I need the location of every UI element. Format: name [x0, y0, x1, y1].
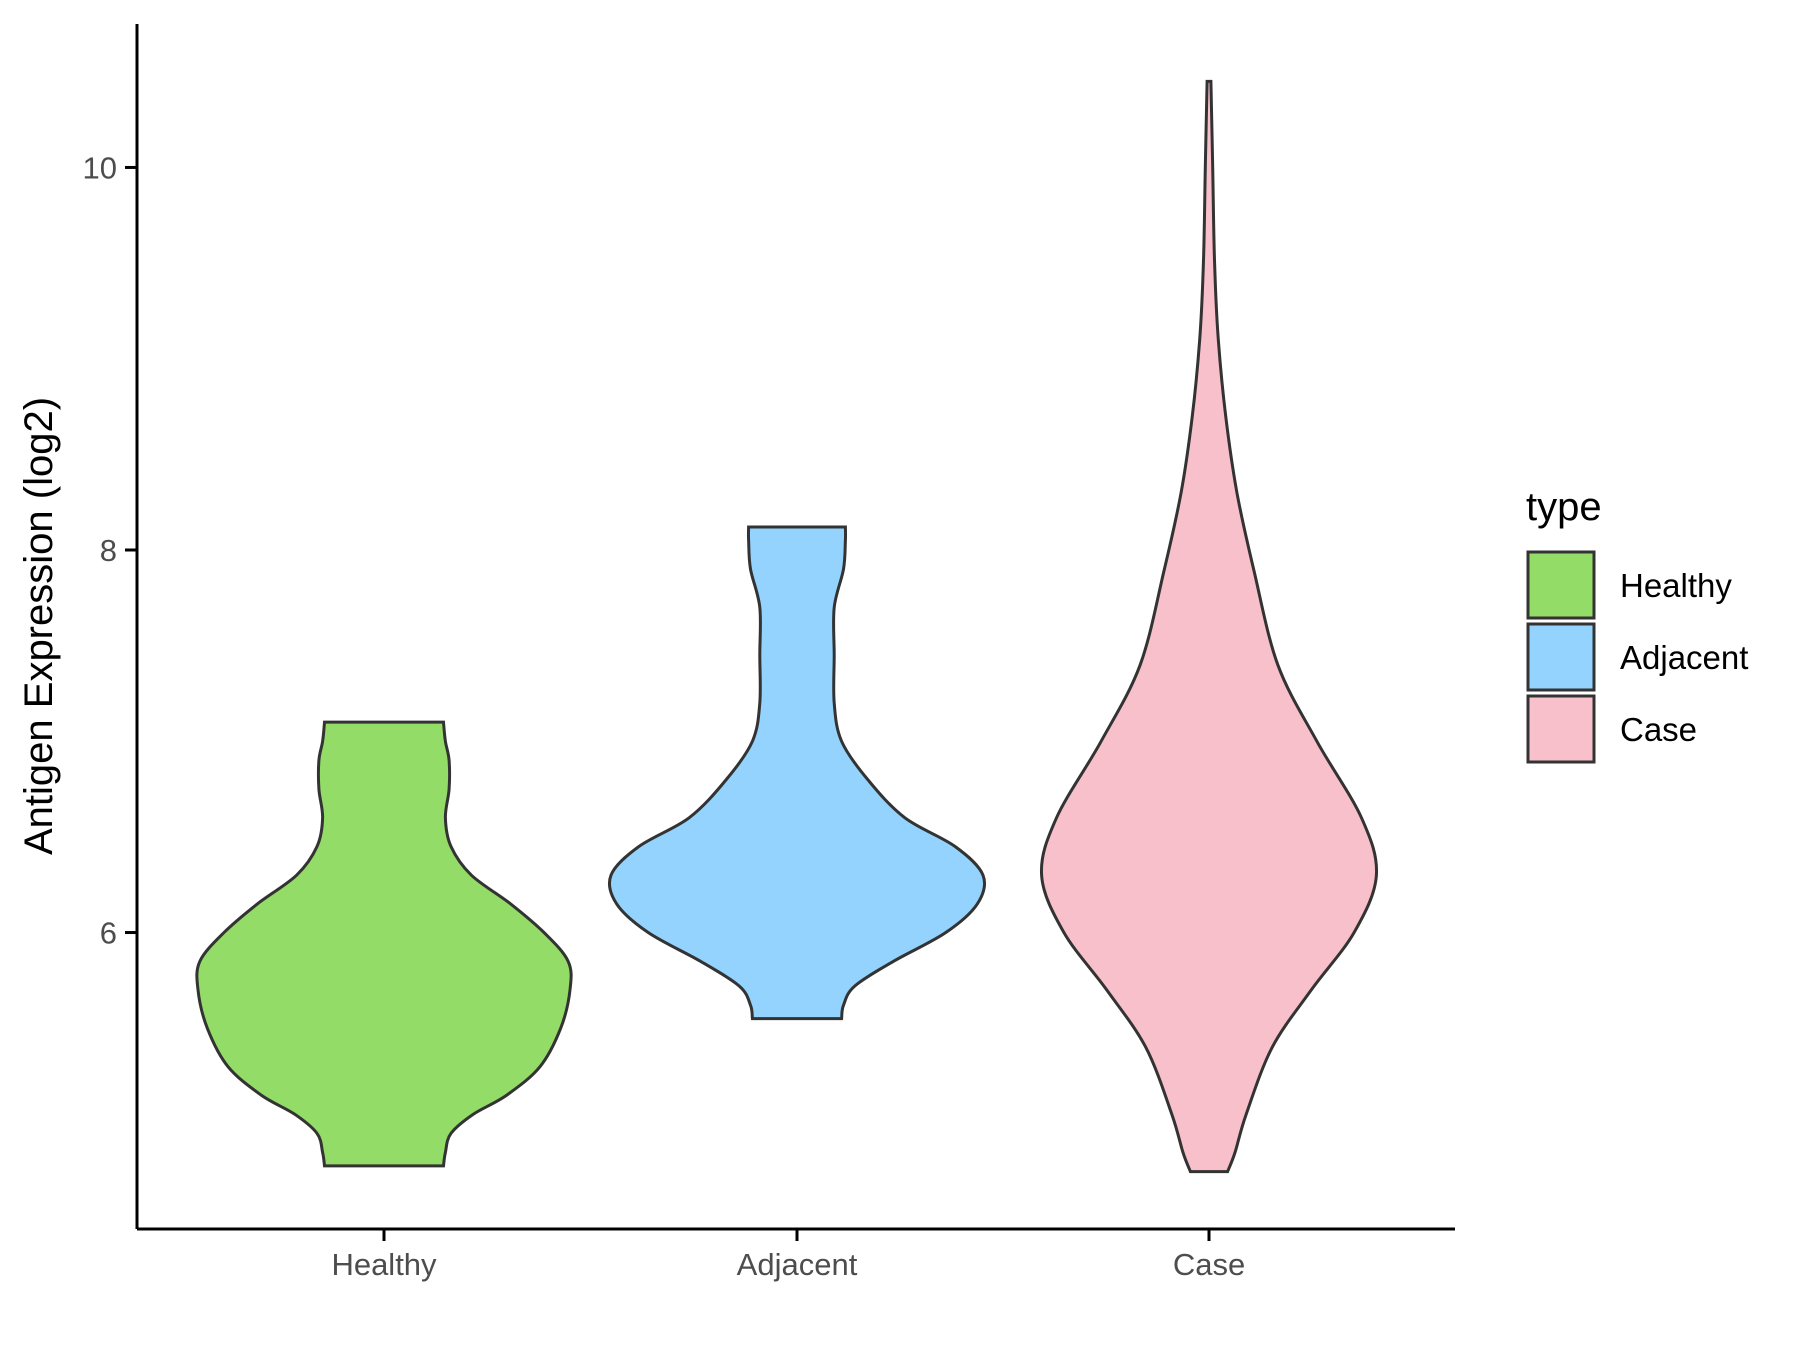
x-axis-ticks: Healthy Adjacent Case: [331, 1229, 1245, 1282]
legend-label-healthy: Healthy: [1620, 567, 1732, 604]
legend-entries: Healthy Adjacent Case: [1526, 550, 1748, 764]
violin-healthy: [195, 720, 573, 1168]
legend-key-adjacent: [1526, 622, 1596, 692]
violins: [195, 79, 1379, 1174]
y-axis-title: Antigen Expression (log2): [17, 397, 61, 855]
violin-adjacent: [607, 525, 987, 1021]
legend-key-healthy: [1526, 550, 1596, 620]
violin-case: [1039, 79, 1379, 1174]
y-axis-ticks: 6 8 10: [83, 150, 137, 951]
x-tick-label: Adjacent: [737, 1247, 858, 1282]
x-tick-label: Case: [1173, 1247, 1245, 1282]
y-tick-label: 6: [100, 916, 117, 951]
y-tick-label: 8: [100, 533, 117, 568]
legend-label-case: Case: [1620, 711, 1697, 748]
x-tick-label: Healthy: [331, 1247, 437, 1282]
legend-title: type: [1526, 485, 1602, 529]
legend: type Healthy Adjacent Case: [1526, 485, 1748, 764]
legend-label-adjacent: Adjacent: [1620, 639, 1748, 676]
legend-key-case: [1526, 694, 1596, 764]
y-tick-label: 10: [83, 150, 117, 185]
